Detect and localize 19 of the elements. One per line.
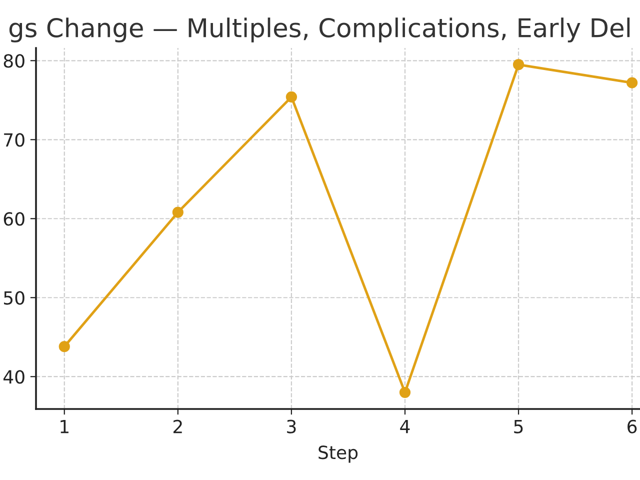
y-tick-label: 70 (4, 133, 24, 147)
point (626, 77, 638, 88)
point (172, 206, 184, 218)
x-tick-label: 6 (628, 420, 637, 434)
x-tick-label: 5 (514, 420, 523, 434)
point (286, 91, 298, 103)
y-tick-label: 60 (4, 212, 24, 226)
point (399, 386, 411, 398)
y-tick-label: 80 (4, 54, 24, 68)
y-tick-label: 40 (3, 370, 24, 384)
x-tick-label: 2 (173, 420, 182, 434)
point (512, 59, 524, 70)
x-tick-label: 3 (287, 420, 296, 434)
x-axis-title: Step (318, 446, 358, 463)
point (58, 341, 70, 352)
y-tick-label: 50 (4, 291, 24, 305)
chart-title: gs Change — Multiples, Complications, Early Del (9, 18, 630, 42)
x-tick-label: 1 (60, 420, 68, 434)
x-tick-label: 4 (400, 420, 410, 434)
